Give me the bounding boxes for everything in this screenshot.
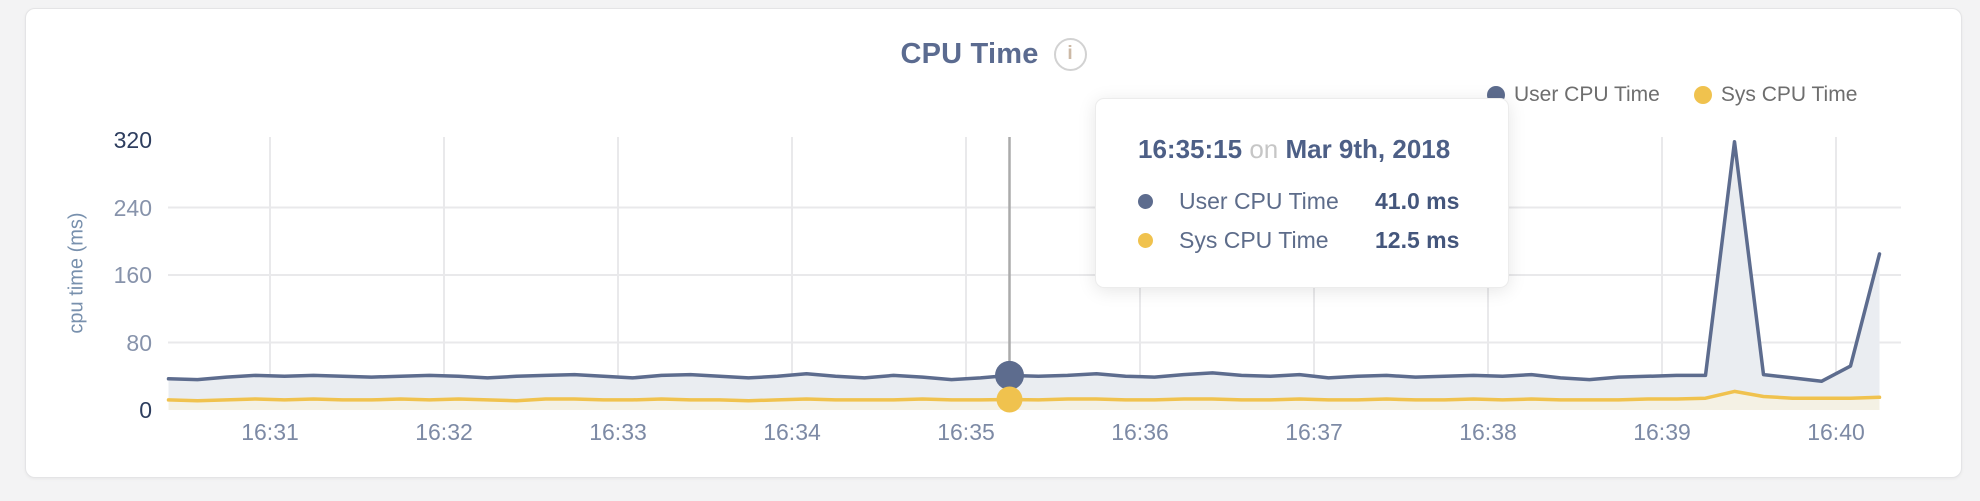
legend-label: User CPU Time xyxy=(1514,83,1660,106)
chart-title: CPU Time xyxy=(900,38,1039,70)
tooltip-row-user: User CPU Time 41.0 ms xyxy=(1138,186,1508,217)
x-axis-tick-label: 16:39 xyxy=(1633,419,1691,445)
sys-series-dot-icon xyxy=(1693,86,1712,104)
x-axis-tick-label: 16:38 xyxy=(1459,419,1517,445)
y-axis-tick-label: 240 xyxy=(113,194,152,221)
chart-legend: User CPU Time Sys CPU Time xyxy=(1487,83,1857,107)
tooltip-series-value: 41.0 ms xyxy=(1375,188,1460,214)
legend-label: Sys CPU Time xyxy=(1720,83,1858,106)
sys-series-dot-icon xyxy=(1138,233,1153,248)
chart-tooltip: 16:35:15 on Mar 9th, 2018 User CPU Time … xyxy=(1095,98,1509,288)
y-axis-tick-label: 0 xyxy=(139,397,152,423)
x-axis-tick-label: 16:40 xyxy=(1807,419,1865,445)
user-series-dot-icon xyxy=(1138,194,1153,209)
tooltip-on-word: on xyxy=(1249,134,1279,164)
y-axis-tick-label: 320 xyxy=(113,127,152,153)
x-axis-tick-label: 16:34 xyxy=(763,419,821,445)
chart-header: CPU Time i xyxy=(25,38,1962,71)
y-axis-tick-label: 80 xyxy=(126,329,152,356)
x-axis-tick-label: 16:36 xyxy=(1111,419,1169,445)
tooltip-row-sys: Sys CPU Time 12.5 ms xyxy=(1138,225,1508,256)
x-axis-tick-label: 16:33 xyxy=(589,419,647,445)
x-axis-tick-label: 16:37 xyxy=(1285,419,1343,445)
tooltip-timestamp: 16:35:15 on Mar 9th, 2018 xyxy=(1138,134,1451,164)
x-axis-tick-label: 16:31 xyxy=(241,419,299,445)
legend-item-sys-cpu-time[interactable]: Sys CPU Time xyxy=(1693,83,1858,107)
y-axis-tick-label: 160 xyxy=(113,262,152,288)
tooltip-series-label: Sys CPU Time xyxy=(1179,227,1329,253)
tooltip-series-label: User CPU Time xyxy=(1179,188,1339,214)
x-axis-tick-label: 16:32 xyxy=(415,419,473,445)
legend-item-user-cpu-time[interactable]: User CPU Time xyxy=(1487,83,1660,107)
info-icon[interactable]: i xyxy=(1053,38,1087,71)
tooltip-series-value: 12.5 ms xyxy=(1375,227,1460,253)
x-axis-tick-label: 16:35 xyxy=(937,419,995,445)
